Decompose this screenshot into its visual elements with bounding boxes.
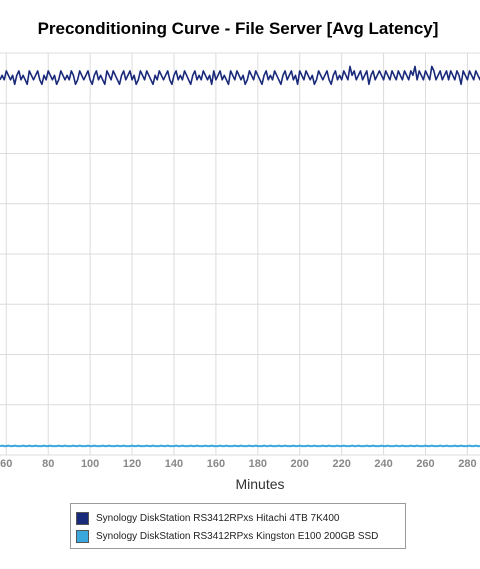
x-tick-label: 120	[123, 458, 141, 470]
series-line-kingston	[0, 444, 480, 448]
x-tick-label: 240	[374, 458, 392, 470]
x-tick-label: 140	[165, 458, 183, 470]
x-axis-ticks: 60 80 100 120 140 160 180 200 220 240 260 280	[0, 458, 476, 470]
legend-label-kingston: Synology DiskStation RS3412RPxs Kingston…	[96, 530, 379, 542]
x-tick-label: 60	[0, 458, 12, 470]
x-tick-label: 260	[416, 458, 434, 470]
legend-swatch-hitachi	[76, 511, 89, 525]
series-line-hitachi	[0, 65, 480, 86]
grid-lines	[0, 52, 480, 456]
chart-plot-area: 60 80 100 120 140 160 180 200 220 240 260 280	[0, 52, 480, 470]
x-tick-label: 280	[458, 458, 476, 470]
legend-item-hitachi: Synology DiskStation RS3412RPxs Hitachi …	[76, 510, 339, 526]
legend-label-hitachi: Synology DiskStation RS3412RPxs Hitachi …	[96, 512, 340, 524]
x-axis-label: Minutes	[235, 476, 285, 492]
series-layer	[0, 65, 480, 448]
legend: Synology DiskStation RS3412RPxs Hitachi …	[70, 503, 406, 549]
legend-item-kingston: Synology DiskStation RS3412RPxs Kingston…	[76, 528, 378, 544]
x-tick-label: 80	[42, 458, 54, 470]
x-tick-label: 160	[207, 458, 225, 470]
x-tick-label: 200	[291, 458, 309, 470]
legend-swatch-kingston	[76, 529, 89, 543]
chart-title: Preconditioning Curve - File Server [Avg…	[37, 19, 439, 38]
x-tick-label: 220	[332, 458, 350, 470]
x-tick-label: 180	[249, 458, 267, 470]
x-tick-label: 100	[81, 458, 99, 470]
